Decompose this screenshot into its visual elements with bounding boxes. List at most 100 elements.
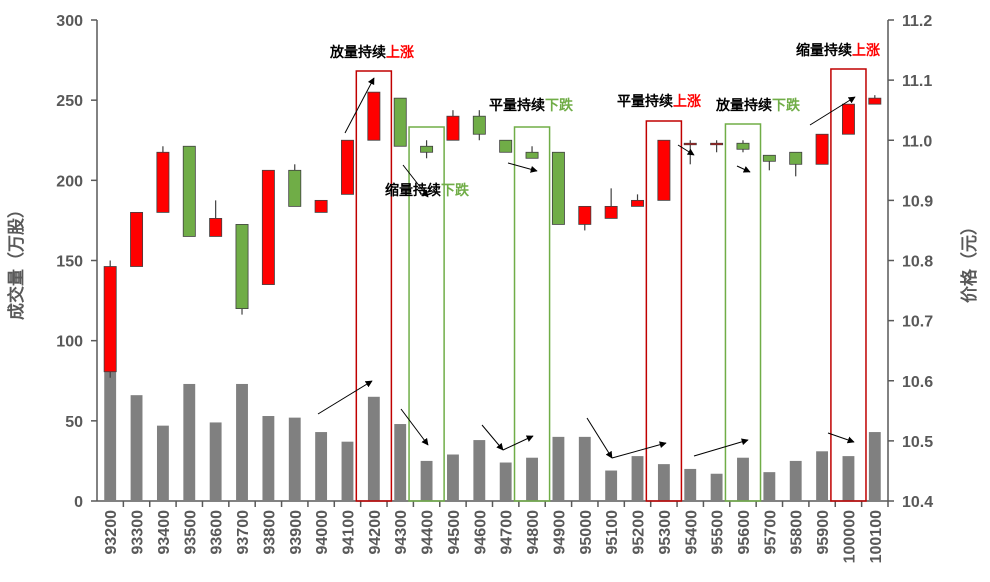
candle-body <box>367 91 381 141</box>
highlight-box <box>645 120 683 502</box>
annotation-arrow <box>502 435 534 451</box>
volume-bar <box>605 470 618 501</box>
volume-bar <box>236 383 248 501</box>
volume-bar <box>447 454 459 501</box>
candle-body <box>156 151 170 213</box>
volume-bar <box>420 460 433 501</box>
volume-bar <box>737 457 749 501</box>
x-tick-label: 93400 <box>156 510 173 555</box>
annotation-suffix: 下跌 <box>772 98 801 114</box>
volume-bar <box>578 436 591 501</box>
candle-body <box>209 218 223 237</box>
annotation-prefix: 放量持续 <box>329 44 386 61</box>
volume-bar <box>631 456 644 501</box>
annotation-arrow <box>693 438 749 457</box>
volume-bar <box>868 432 881 501</box>
candle-body <box>130 211 144 267</box>
candle-body <box>235 224 249 310</box>
candle-body <box>657 139 671 201</box>
volume-bar <box>763 472 776 501</box>
candle-body <box>420 145 434 153</box>
volume-bar <box>183 383 196 501</box>
left-tick-label: 250 <box>56 93 83 110</box>
x-tick-label: 93800 <box>261 510 278 555</box>
left-tick-label: 300 <box>56 13 83 30</box>
left-tick-label: 150 <box>56 254 83 271</box>
x-tick-label: 95600 <box>736 510 753 555</box>
volume-bar <box>104 369 117 501</box>
x-tick-label: 94500 <box>446 510 463 555</box>
volume-bar <box>156 425 169 501</box>
left-tick-label: 0 <box>74 494 83 511</box>
right-tick-label: 10.5 <box>902 434 933 451</box>
candle-body <box>762 154 776 162</box>
right-tick-label: 10.4 <box>902 494 933 511</box>
candle-body <box>288 169 302 207</box>
arrows-layer <box>317 77 856 459</box>
x-tick-label: 100000 <box>841 510 858 563</box>
volume-bar <box>499 462 512 501</box>
x-tick-label: 95200 <box>631 510 648 555</box>
candle-body <box>182 145 196 237</box>
volume-bar <box>341 441 354 501</box>
x-tick-label: 95000 <box>578 510 595 555</box>
candle-body <box>710 142 724 146</box>
candle-body <box>789 151 803 165</box>
candle-body <box>736 142 750 150</box>
candle-body <box>393 97 407 147</box>
highlight-boxes-layer <box>355 68 867 502</box>
candle-body <box>631 199 644 207</box>
x-tick-label: 93600 <box>209 510 226 555</box>
candle-body <box>472 115 486 135</box>
volume-bar <box>209 422 222 501</box>
highlight-box <box>408 126 445 502</box>
volume-bar <box>473 440 486 501</box>
left-tick-label: 50 <box>65 414 83 431</box>
right-axis-title: 价格（元） <box>959 218 980 303</box>
annotation-prefix: 平量持续 <box>617 93 673 110</box>
volume-bar <box>816 451 829 501</box>
volume-bar <box>552 436 565 501</box>
right-tick-label: 10.9 <box>902 193 933 210</box>
annotation-suffix: 上涨 <box>386 45 414 61</box>
highlight-box <box>355 70 393 502</box>
x-tick-label: 93200 <box>103 510 120 555</box>
annotation-arrow <box>586 417 613 459</box>
annotation-suffix: 下跌 <box>441 183 470 199</box>
annotation-arrow <box>481 424 504 451</box>
x-tick-label: 95900 <box>815 510 832 555</box>
candle-body <box>446 115 460 141</box>
annotation-label: 放量持续下跌 <box>715 97 801 114</box>
annotation-prefix: 放量持续 <box>715 97 772 114</box>
x-tick-label: 94900 <box>551 510 568 555</box>
annotation-label: 缩量持续上涨 <box>796 42 880 59</box>
annotation-arrow <box>809 96 856 126</box>
left-axis-title: 成交量（万股） <box>6 201 27 320</box>
x-tick-label: 95800 <box>789 510 806 555</box>
right-tick-label: 10.7 <box>902 314 933 331</box>
x-tick-label: 95100 <box>604 510 621 555</box>
x-tick-label: 95400 <box>683 510 700 555</box>
volume-bar <box>842 456 855 501</box>
annotation-arrow <box>507 162 538 173</box>
candle-body <box>314 199 328 213</box>
candles-layer <box>103 91 882 378</box>
left-tick-label: 100 <box>56 334 83 351</box>
candle-body <box>261 169 275 285</box>
left-tick-label: 200 <box>56 173 83 190</box>
candle-body <box>868 97 882 105</box>
annotation-label: 放量持续上涨 <box>329 44 414 61</box>
annotation-arrow <box>827 432 855 444</box>
candle-body <box>683 142 697 146</box>
right-tick-label: 10.6 <box>902 374 933 391</box>
x-tick-label: 95500 <box>710 510 727 555</box>
x-tick-label: 94100 <box>340 510 357 555</box>
volume-bar <box>367 396 380 501</box>
x-tick-label: 94700 <box>499 510 516 555</box>
x-tick-label: 94400 <box>420 510 437 555</box>
axes-layer <box>91 19 894 507</box>
text-layer: 0 50 100 150 200 250 300 10.4 10.5 10.6 10.7 10.8 10… <box>6 13 980 563</box>
volume-bar <box>394 424 407 501</box>
annotation-suffix: 上涨 <box>673 94 701 110</box>
right-tick-label: 11.1 <box>902 73 932 90</box>
